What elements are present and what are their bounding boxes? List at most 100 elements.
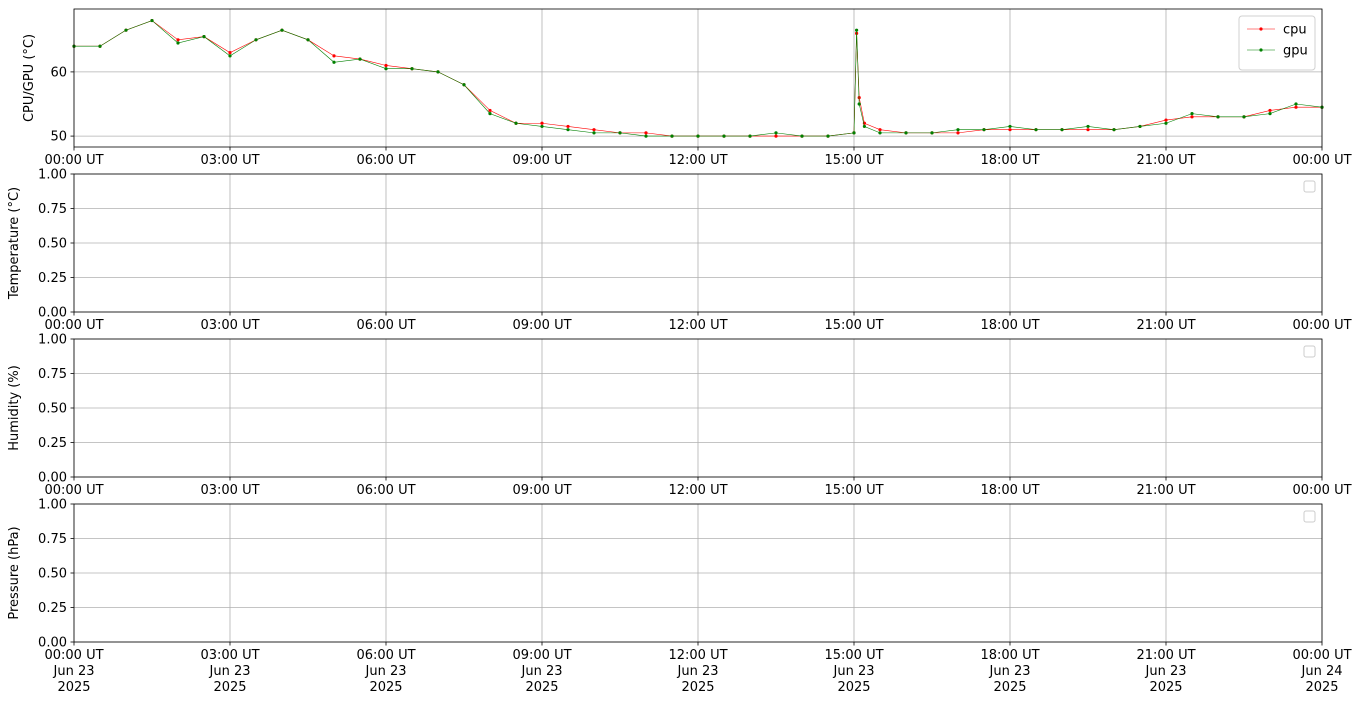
x-tick-label: 09:00 UT	[512, 318, 571, 333]
data-point	[1164, 118, 1168, 122]
data-point	[592, 131, 596, 135]
data-point	[855, 28, 859, 32]
plot-frame	[73, 8, 1323, 148]
data-point	[488, 108, 492, 113]
y-tick-label: 0.50	[38, 567, 67, 582]
data-point	[358, 57, 362, 61]
data-point	[410, 67, 414, 71]
data-point	[930, 131, 934, 135]
x-tick-label: 00:00 UT Jun 24 2025	[1292, 648, 1351, 695]
plot-frame	[73, 503, 1323, 643]
data-point	[306, 38, 310, 42]
data-point	[774, 134, 778, 138]
x-tick-label: 06:00 UT	[356, 153, 415, 168]
x-tick-label: 12:00 UT	[668, 483, 727, 498]
data-point	[1216, 115, 1220, 119]
data-point	[1190, 115, 1194, 119]
data-point	[1086, 124, 1090, 129]
y-tick-label: 0.00	[38, 471, 67, 486]
data-point	[592, 128, 596, 132]
data-point	[696, 134, 700, 138]
data-point	[1060, 128, 1064, 132]
data-point	[800, 134, 804, 138]
x-tick-label: 00:00 UT	[44, 153, 103, 168]
data-point	[774, 131, 778, 135]
data-point	[150, 18, 154, 23]
x-tick-label: 03:00 UT	[200, 153, 259, 168]
y-tick-label: 50	[50, 130, 67, 145]
data-point	[618, 131, 622, 135]
y-tick-label: 0.75	[38, 202, 67, 217]
data-point	[826, 134, 830, 138]
data-point	[904, 131, 908, 135]
data-point	[514, 121, 518, 125]
x-tick-label: 00:00 UT	[1292, 153, 1351, 168]
data-point	[1008, 124, 1012, 129]
x-tick-label: 15:00 UT	[824, 483, 883, 498]
subplot: 0.00 0.25 0.50 0.75 1.00 00:00 UT 03:00 UT 06:0…	[7, 168, 1352, 334]
legend-marker	[1259, 48, 1263, 52]
data-point	[280, 28, 284, 32]
x-tick-label: 12:00 UT	[668, 153, 727, 168]
x-tick-label: 00:00 UT	[1292, 483, 1351, 498]
x-tick-label: 21:00 UT Jun 23 2025	[1136, 648, 1195, 695]
subplot: 0.00 0.25 0.50 0.75 1.00 00:00 UT 03:00 UT 06:0…	[7, 333, 1352, 499]
legend-box	[1238, 15, 1316, 71]
x-tick-label: 21:00 UT	[1136, 483, 1195, 498]
x-tick-label: 18:00 UT Jun 23 2025	[980, 648, 1039, 695]
data-point	[1034, 128, 1038, 132]
data-point	[1086, 128, 1090, 132]
data-point	[862, 124, 867, 129]
y-tick-label: 0.50	[38, 402, 67, 417]
x-tick-label: 03:00 UT Jun 23 2025	[200, 648, 259, 695]
x-tick-label: 03:00 UT	[200, 483, 259, 498]
data-point	[332, 54, 336, 58]
data-point	[1242, 115, 1246, 119]
x-tick-label: 12:00 UT	[668, 318, 727, 333]
data-point	[857, 102, 861, 106]
y-tick-label: 0.00	[38, 306, 67, 321]
data-point	[1138, 124, 1142, 129]
data-point	[176, 41, 180, 45]
data-point	[1164, 121, 1168, 125]
legend-label: gpu	[1283, 44, 1308, 59]
data-point	[540, 124, 544, 129]
x-tick-label: 15:00 UT	[824, 318, 883, 333]
legend-box	[1303, 180, 1316, 193]
legend-box	[1303, 510, 1316, 523]
subplot: 0.00 0.25 0.50 0.75 1.00 00:00 UT Jun 23 2025 03…	[7, 498, 1352, 696]
y-tick-label: 1.00	[38, 168, 67, 183]
data-point	[644, 131, 648, 135]
data-point	[956, 128, 960, 132]
plot-frame	[73, 338, 1323, 478]
data-point	[1190, 112, 1194, 116]
x-tick-label: 15:00 UT Jun 23 2025	[824, 648, 883, 695]
y-tick-label: 1.00	[38, 333, 67, 348]
y-axis-label: CPU/GPU (°C)	[22, 34, 37, 122]
data-point	[254, 38, 258, 42]
x-tick-label: 18:00 UT	[980, 153, 1039, 168]
x-tick-label: 06:00 UT Jun 23 2025	[356, 648, 415, 695]
y-tick-label: 0.00	[38, 636, 67, 651]
y-axis-label: Humidity (%)	[7, 365, 22, 451]
y-tick-label: 0.50	[38, 237, 67, 252]
data-point	[98, 44, 102, 48]
x-tick-label: 00:00 UT	[1292, 318, 1351, 333]
data-point	[1008, 128, 1012, 132]
y-tick-label: 0.25	[38, 271, 67, 286]
data-point	[540, 121, 544, 125]
x-tick-label: 00:00 UT	[44, 483, 103, 498]
y-axis-label: Temperature (°C)	[7, 187, 22, 300]
y-tick-label: 0.25	[38, 601, 67, 616]
data-point	[852, 131, 856, 135]
x-tick-label: 21:00 UT	[1136, 153, 1195, 168]
legend-marker	[1259, 27, 1263, 31]
data-point	[1268, 112, 1272, 116]
data-point	[1294, 102, 1298, 106]
x-tick-label: 03:00 UT	[200, 318, 259, 333]
data-point	[1112, 128, 1116, 132]
data-point	[878, 128, 882, 132]
data-point	[384, 67, 388, 71]
x-tick-label: 18:00 UT	[980, 318, 1039, 333]
